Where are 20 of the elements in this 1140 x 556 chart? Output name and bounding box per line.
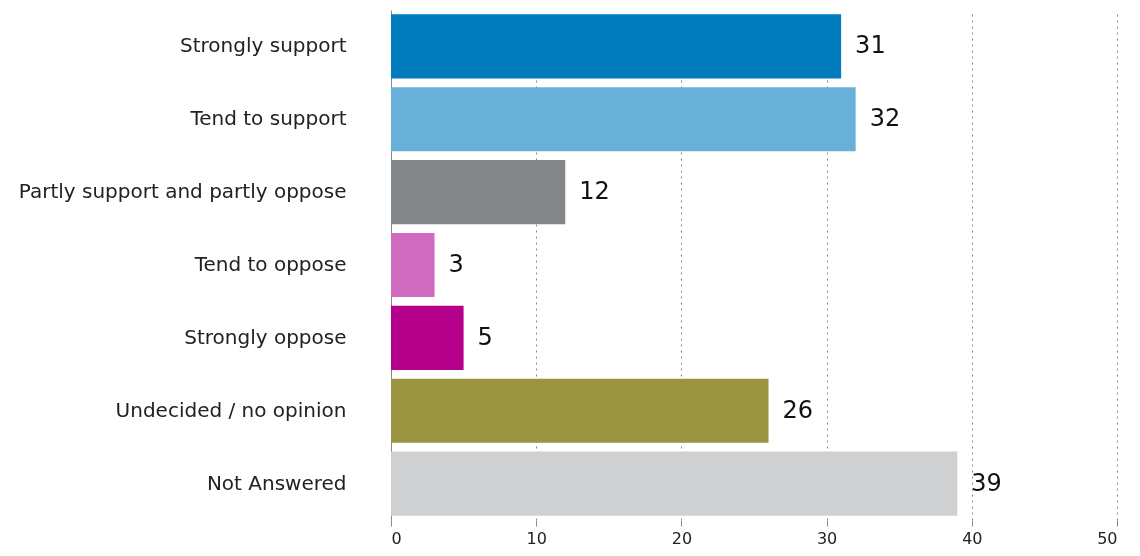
data-label: 12 bbox=[579, 177, 610, 206]
x-tick-label: 40 bbox=[962, 528, 983, 548]
y-tick-label: Not Answered bbox=[206, 470, 347, 495]
data-label: 39 bbox=[971, 468, 1002, 497]
y-tick-label: Undecided / no opinion bbox=[115, 397, 347, 422]
data-label: 3 bbox=[448, 250, 464, 278]
x-tick-label: 20 bbox=[671, 528, 693, 548]
x-tick-label: 30 bbox=[816, 528, 838, 548]
y-tick-label: Strongly support bbox=[180, 33, 347, 58]
y-tick-label: Tend to oppose bbox=[193, 252, 347, 276]
data-label: 5 bbox=[477, 322, 493, 351]
y-tick-label: Partly support and partly oppose bbox=[18, 179, 347, 204]
data-label: 26 bbox=[782, 395, 814, 424]
y-tick-label: Tend to support bbox=[189, 106, 347, 131]
x-tick-label: 10 bbox=[526, 528, 547, 548]
x-tick-label: 50 bbox=[1097, 528, 1118, 548]
data-label: 32 bbox=[869, 104, 901, 133]
y-tick-label: Strongly oppose bbox=[184, 324, 347, 349]
x-tick-label: 0 bbox=[391, 528, 402, 548]
data-label: 31 bbox=[855, 31, 886, 60]
